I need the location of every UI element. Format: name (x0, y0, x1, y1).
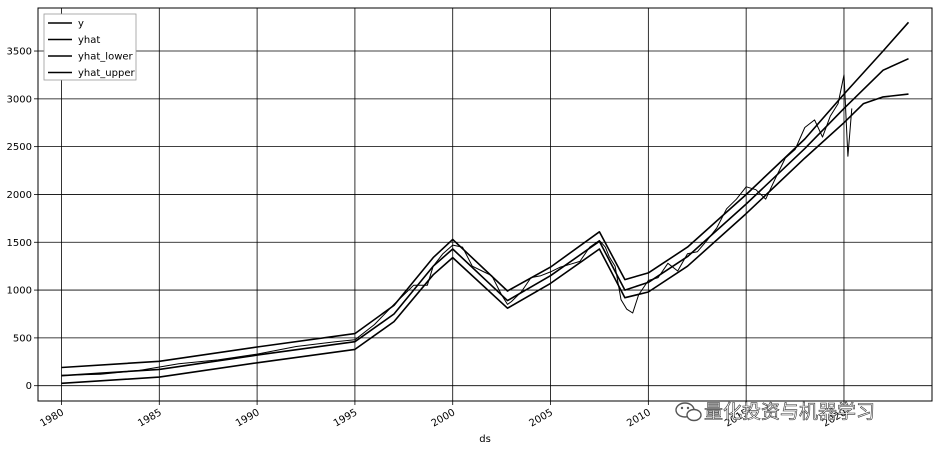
legend-entry: yhat_upper (78, 68, 135, 79)
series-lines (61, 21, 910, 385)
wechat-icon (675, 402, 702, 422)
y-axis-ticks: 0 500 1000 1500 2000 2500 3000 3500 (7, 47, 38, 392)
y-tick-label: 2000 (7, 190, 32, 201)
legend-entry: yhat_lower (78, 52, 134, 63)
series-line-yhat (61, 57, 909, 377)
legend-entry: y (78, 19, 84, 30)
grid-lines (38, 8, 932, 401)
watermark: 量化投资与机器学习 (675, 401, 875, 423)
y-tick-label: 2500 (7, 142, 32, 153)
series-line-yhat-upper (61, 21, 910, 369)
x-tick-label: 2000 (430, 407, 458, 429)
y-tick-label: 3000 (7, 94, 32, 105)
series-line-yhat-lower (61, 93, 909, 385)
x-tick-label: 1990 (234, 407, 262, 429)
y-tick-label: 0 (26, 381, 32, 392)
y-tick-label: 1500 (7, 238, 32, 249)
y-tick-label: 1000 (7, 286, 32, 297)
watermark-text: 量化投资与机器学习 (704, 401, 875, 423)
legend-box (43, 13, 137, 81)
x-tick-label: 2010 (625, 407, 653, 429)
x-tick-label: 1980 (38, 407, 66, 429)
y-tick-label: 500 (13, 333, 32, 344)
plot-frame (37, 7, 933, 402)
x-tick-label: 2005 (527, 407, 555, 429)
legend-entry: yhat (78, 35, 100, 46)
y-tick-label: 3500 (7, 47, 32, 58)
x-axis-label: ds (479, 434, 491, 445)
x-tick-label: 1985 (136, 407, 164, 429)
legend: y yhat yhat_lower yhat_upper (43, 13, 137, 81)
x-tick-label: 1995 (332, 407, 360, 429)
